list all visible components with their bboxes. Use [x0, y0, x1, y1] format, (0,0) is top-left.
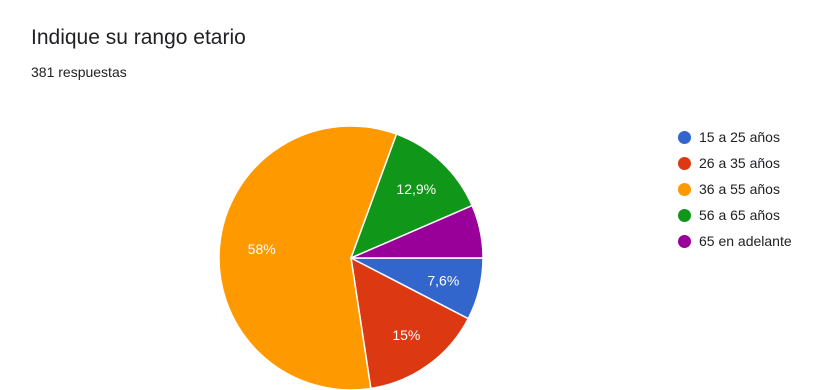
pie-slice-4[interactable] — [349, 133, 474, 260]
data-label-3: 58% — [248, 241, 276, 257]
pie-data-labels: 7,6% 15% 58% 12,9% — [248, 181, 460, 343]
response-count: 381 respuestas — [31, 64, 127, 80]
data-label-1: 7,6% — [427, 272, 459, 288]
legend-label: 26 a 35 años — [699, 155, 780, 171]
pie-slices — [218, 125, 484, 390]
legend-label: 65 en adelante — [699, 233, 792, 249]
legend-color-dot — [678, 156, 691, 170]
pie-slice-5[interactable] — [350, 204, 484, 259]
legend-label: 56 a 65 años — [699, 207, 780, 223]
legend-label: 15 a 25 años — [699, 129, 780, 145]
legend-color-dot — [678, 234, 691, 248]
legend-item[interactable]: 15 a 25 años — [678, 124, 792, 150]
legend-item[interactable]: 26 a 35 años — [678, 150, 792, 176]
data-label-4: 12,9% — [396, 181, 436, 197]
legend-item[interactable]: 56 a 65 años — [678, 202, 792, 228]
pie-slice-2[interactable] — [350, 256, 470, 390]
legend-color-dot — [678, 208, 691, 222]
data-label-2: 15% — [392, 327, 420, 343]
pie-slice-3[interactable] — [218, 125, 398, 390]
legend-item[interactable]: 65 en adelante — [678, 228, 792, 254]
legend-color-dot — [678, 182, 691, 196]
chart-legend: 15 a 25 años 26 a 35 años 36 a 55 años 56 a… — [678, 124, 792, 254]
legend-item[interactable]: 36 a 55 años — [678, 176, 792, 202]
chart-title: Indique su rango etario — [31, 26, 246, 49]
legend-color-dot — [678, 130, 691, 144]
legend-label: 36 a 55 años — [699, 181, 780, 197]
